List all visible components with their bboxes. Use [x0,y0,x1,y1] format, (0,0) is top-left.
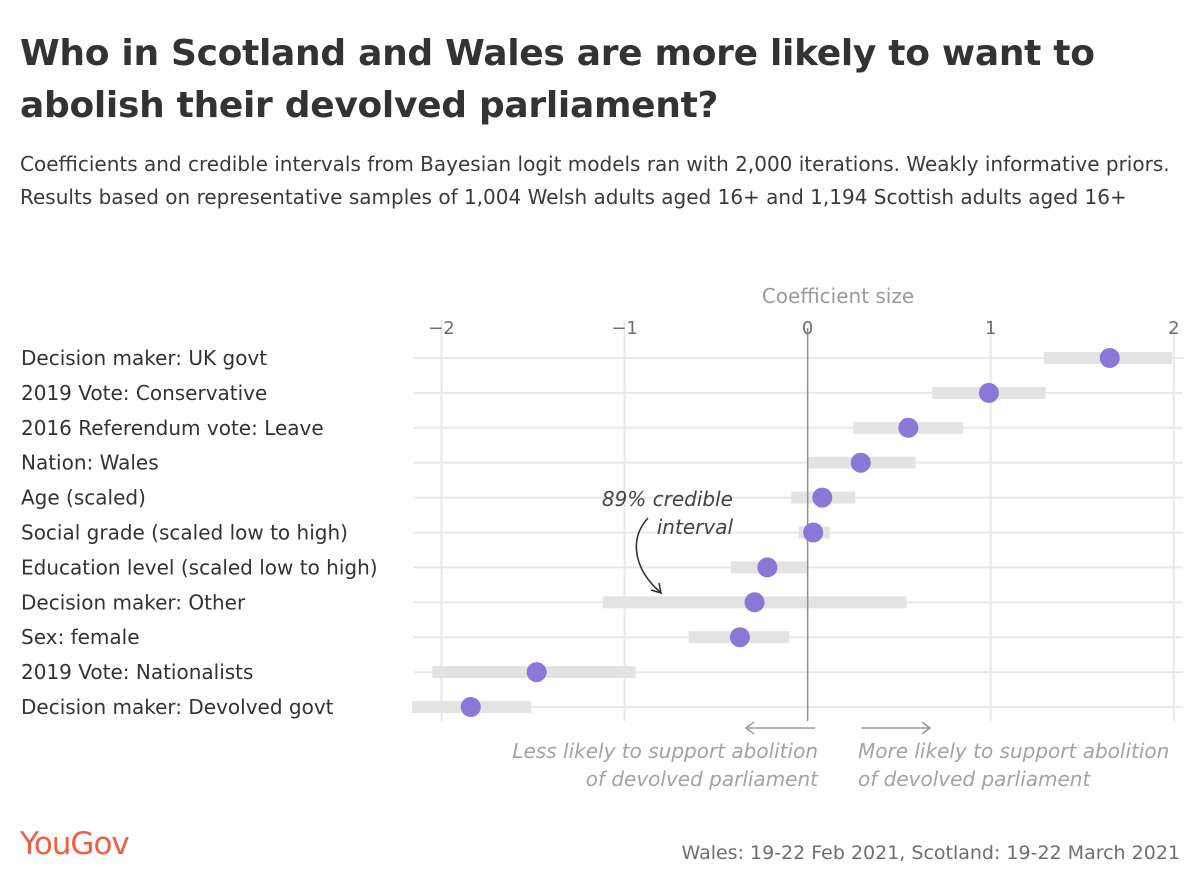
tick-label-layer: −2 −1 0 1 2 [428,318,1179,339]
right-note-line1: More likely to support abolition [858,739,1169,763]
row-label-layer: Decision maker: UK govt 2019 Vote: Conser… [21,346,378,719]
coefficient-point [850,452,871,473]
left-arrowhead [744,721,755,735]
chart-subtitle: Coefficients and credible intervals from… [20,152,1170,209]
coefficient-point [978,382,999,403]
row-label: Age (scaled) [21,486,146,510]
x-axis-title: Coefficient size [762,284,914,308]
x-tick-label: 0 [802,318,813,339]
left-note-line1: Less likely to support abolition [512,739,818,763]
point-layer [460,348,1120,717]
x-tick-label: 2 [1168,318,1179,339]
interval-annotation-line2: interval [657,515,734,539]
x-tick-label: −2 [428,318,455,339]
x-tick-label: −1 [611,318,638,339]
row-label: 2016 Referendum vote: Leave [21,416,324,440]
coefficient-point [460,697,481,717]
interval-annotation-line1: 89% credible [602,487,733,511]
coefficient-point [898,417,919,438]
coefficient-point [744,592,765,613]
row-label: Decision maker: Other [21,590,246,614]
row-label: 2019 Vote: Nationalists [21,660,253,684]
row-label: Decision maker: UK govt [21,346,267,370]
grid-layer [414,320,1183,721]
survey-dates: Wales: 19-22 Feb 2021, Scotland: 19-22 M… [681,842,1181,864]
left-note-line2: of devolved parliament [586,767,819,791]
row-label: 2019 Vote: Conservative [21,381,267,405]
right-note-line2: of devolved parliament [858,767,1091,791]
coefficient-point [1099,348,1120,368]
row-label: Nation: Wales [21,451,159,475]
x-tick-label: 1 [985,318,996,339]
coefficient-point [526,662,547,683]
row-label: Education level (scaled low to high) [21,555,378,579]
coefficient-point [812,487,833,508]
row-label: Decision maker: Devolved govt [21,695,334,719]
chart-title: Who in Scotland and Wales are more likel… [20,33,1095,126]
coefficient-point [757,557,778,578]
row-label: Social grade (scaled low to high) [21,521,348,545]
yougov-logo: YouGov [20,826,130,862]
coefficient-point [803,522,824,543]
annotation-arrow [635,517,661,593]
annotation-arrowhead [650,582,663,595]
right-arrowhead [921,721,932,735]
row-label: Sex: female [21,625,140,649]
coefficient-chart: Decision maker: UK govt 2019 Vote: Conser… [21,284,1183,791]
coefficient-point [729,627,750,648]
